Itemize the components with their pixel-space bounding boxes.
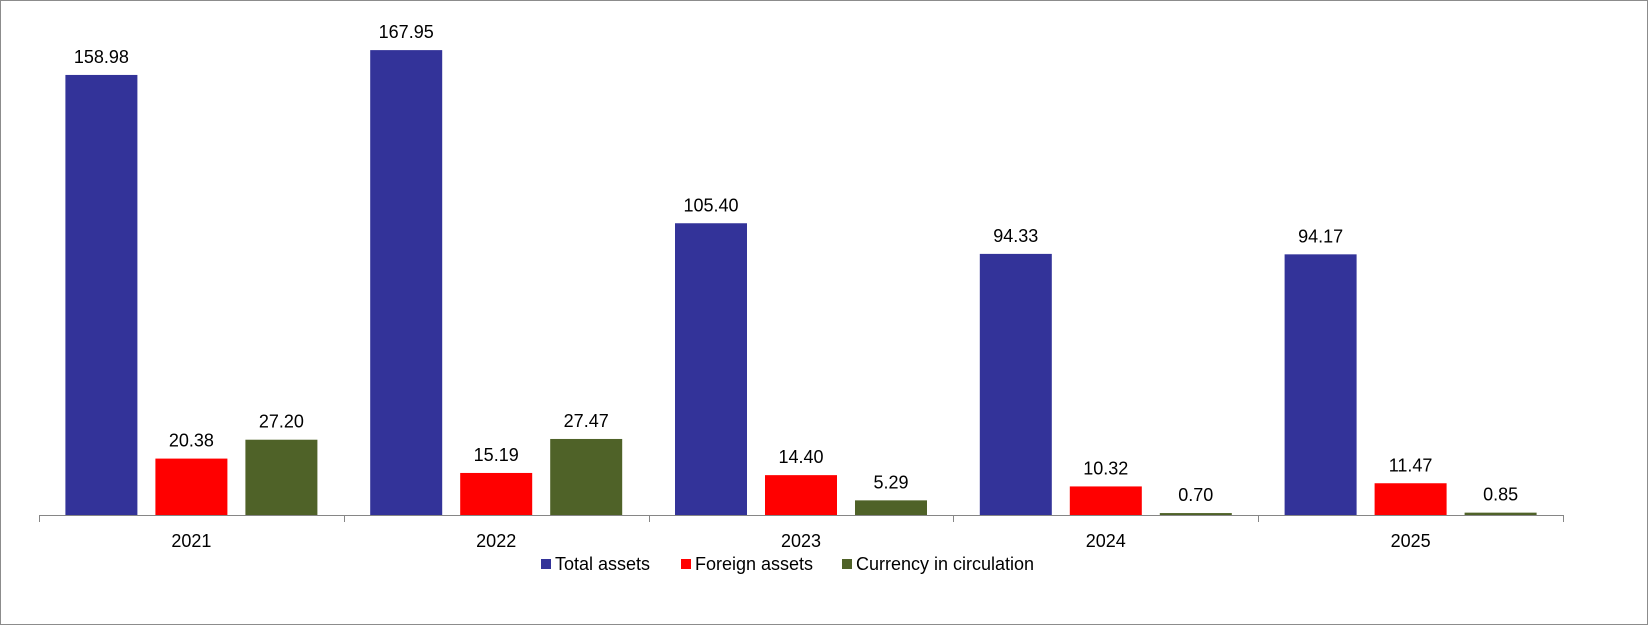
legend-label-currency-in-circulation: Currency in circulation (856, 554, 1034, 574)
value-label-foreign-assets-2022: 15.19 (474, 445, 519, 465)
value-label-foreign-assets-2024: 10.32 (1083, 458, 1128, 478)
value-label-foreign-assets-2025: 11.47 (1389, 455, 1433, 475)
bar-currency-in-circulation-2022 (550, 438, 623, 515)
bar-foreign-assets-2022 (460, 472, 533, 515)
bar-foreign-assets-2024 (1069, 486, 1142, 515)
x-tick-label-2022: 2022 (476, 531, 516, 551)
value-label-currency-in-circulation-2021: 27.20 (259, 412, 304, 432)
bar-currency-in-circulation-2024 (1159, 513, 1232, 515)
value-label-total-assets-2022: 167.95 (379, 22, 434, 42)
bar-foreign-assets-2023 (765, 475, 837, 515)
value-labels-layer: 158.98 20.38 27.20 167.95 15.19 27.47 105.40 14… (74, 22, 1518, 505)
bar-total-assets-2023 (675, 223, 747, 515)
value-label-total-assets-2023: 105.40 (683, 195, 738, 215)
legend: Total assets Foreign assets Currency in ci… (541, 554, 1034, 574)
legend-label-total-assets: Total assets (555, 554, 650, 574)
value-label-foreign-assets-2023: 14.40 (778, 447, 823, 467)
value-label-currency-in-circulation-2025: 0.85 (1483, 485, 1518, 505)
legend-label-foreign-assets: Foreign assets (695, 554, 813, 574)
value-label-total-assets-2025: 94.17 (1298, 226, 1343, 246)
x-tick-label-2024: 2024 (1086, 531, 1126, 551)
bar-currency-in-circulation-2023 (855, 500, 927, 515)
x-tick-label-2021: 2021 (171, 531, 211, 551)
bar-total-assets-2024 (979, 253, 1052, 515)
bar-total-assets-2021 (65, 74, 138, 515)
value-label-currency-in-circulation-2024: 0.70 (1178, 485, 1213, 505)
value-label-foreign-assets-2021: 20.38 (169, 431, 214, 451)
bar-currency-in-circulation-2021 (245, 439, 318, 515)
bars-layer (65, 50, 1537, 515)
bar-foreign-assets-2025 (1374, 483, 1447, 515)
bar-currency-in-circulation-2025 (1464, 512, 1537, 515)
x-tick-label-2023: 2023 (781, 531, 821, 551)
value-label-total-assets-2024: 94.33 (993, 226, 1038, 246)
value-label-currency-in-circulation-2022: 27.47 (564, 411, 609, 431)
bar-foreign-assets-2021 (155, 458, 228, 515)
bar-total-assets-2022 (370, 50, 443, 515)
legend-swatch-currency-in-circulation (842, 559, 852, 569)
legend-swatch-foreign-assets (681, 559, 691, 569)
x-tick-label-2025: 2025 (1391, 531, 1431, 551)
value-label-currency-in-circulation-2023: 5.29 (873, 472, 908, 492)
value-label-total-assets-2021: 158.98 (74, 47, 129, 67)
legend-swatch-total-assets (541, 559, 551, 569)
bar-total-assets-2025 (1284, 254, 1357, 515)
x-axis: 2021 2022 2023 2024 2025 (39, 515, 1564, 551)
